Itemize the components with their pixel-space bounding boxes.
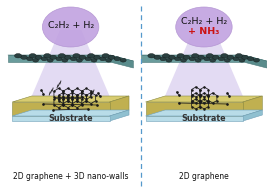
Polygon shape (145, 110, 262, 116)
Ellipse shape (206, 53, 213, 58)
Polygon shape (12, 102, 110, 116)
Ellipse shape (221, 53, 228, 58)
Polygon shape (243, 96, 262, 116)
Ellipse shape (102, 53, 109, 58)
Polygon shape (8, 55, 133, 61)
Polygon shape (243, 110, 262, 121)
Ellipse shape (162, 53, 170, 58)
Ellipse shape (247, 57, 254, 61)
Ellipse shape (47, 58, 53, 62)
Ellipse shape (175, 57, 181, 61)
Ellipse shape (99, 57, 106, 61)
Text: Substrate: Substrate (182, 114, 226, 123)
Ellipse shape (108, 55, 115, 59)
Ellipse shape (76, 58, 82, 62)
Ellipse shape (120, 58, 126, 62)
Ellipse shape (44, 53, 51, 58)
Ellipse shape (166, 58, 172, 62)
Ellipse shape (169, 55, 175, 59)
Ellipse shape (253, 58, 259, 62)
Polygon shape (145, 96, 262, 102)
Ellipse shape (212, 55, 219, 59)
Ellipse shape (35, 55, 42, 59)
Ellipse shape (114, 57, 121, 61)
Ellipse shape (160, 57, 166, 61)
Ellipse shape (148, 53, 155, 58)
Ellipse shape (33, 58, 39, 62)
Ellipse shape (58, 53, 65, 58)
Polygon shape (243, 55, 267, 68)
Text: 2D graphene: 2D graphene (179, 172, 229, 181)
Polygon shape (145, 102, 243, 116)
Ellipse shape (181, 58, 187, 62)
Ellipse shape (235, 53, 242, 58)
Polygon shape (12, 96, 129, 102)
Polygon shape (12, 116, 110, 121)
Text: 2D graphene + 3D nano-walls: 2D graphene + 3D nano-walls (13, 172, 129, 181)
Ellipse shape (239, 58, 245, 62)
Ellipse shape (154, 55, 161, 59)
Ellipse shape (73, 53, 80, 58)
Polygon shape (32, 30, 110, 96)
Ellipse shape (177, 53, 184, 58)
Polygon shape (8, 55, 110, 62)
Polygon shape (110, 96, 129, 116)
Ellipse shape (224, 58, 230, 62)
Ellipse shape (15, 53, 22, 58)
Ellipse shape (195, 58, 201, 62)
Text: C₂H₂ + H₂: C₂H₂ + H₂ (47, 20, 94, 29)
Text: C₂H₂ + H₂: C₂H₂ + H₂ (181, 18, 227, 26)
Ellipse shape (79, 55, 86, 59)
Ellipse shape (183, 55, 190, 59)
Polygon shape (141, 55, 243, 62)
Ellipse shape (62, 58, 68, 62)
Ellipse shape (189, 57, 195, 61)
Ellipse shape (50, 55, 56, 59)
Ellipse shape (241, 55, 248, 59)
Text: Substrate: Substrate (48, 114, 93, 123)
Ellipse shape (70, 57, 77, 61)
Polygon shape (145, 116, 243, 121)
Ellipse shape (210, 58, 216, 62)
Polygon shape (12, 110, 129, 116)
Ellipse shape (198, 55, 204, 59)
Ellipse shape (21, 55, 27, 59)
Ellipse shape (93, 55, 100, 59)
Ellipse shape (87, 53, 95, 58)
Ellipse shape (176, 7, 232, 47)
Text: + NH₃: + NH₃ (188, 28, 220, 36)
Ellipse shape (27, 57, 33, 61)
Ellipse shape (85, 57, 91, 61)
Ellipse shape (41, 57, 48, 61)
Ellipse shape (218, 57, 225, 61)
Ellipse shape (227, 55, 234, 59)
Ellipse shape (204, 57, 210, 61)
Ellipse shape (56, 57, 62, 61)
Polygon shape (110, 55, 133, 68)
Ellipse shape (29, 53, 36, 58)
Ellipse shape (233, 57, 239, 61)
Ellipse shape (192, 53, 199, 58)
Ellipse shape (42, 7, 99, 47)
Ellipse shape (91, 58, 97, 62)
Ellipse shape (105, 58, 112, 62)
Polygon shape (110, 110, 129, 121)
Polygon shape (141, 55, 267, 61)
Ellipse shape (64, 55, 71, 59)
Polygon shape (165, 30, 243, 96)
